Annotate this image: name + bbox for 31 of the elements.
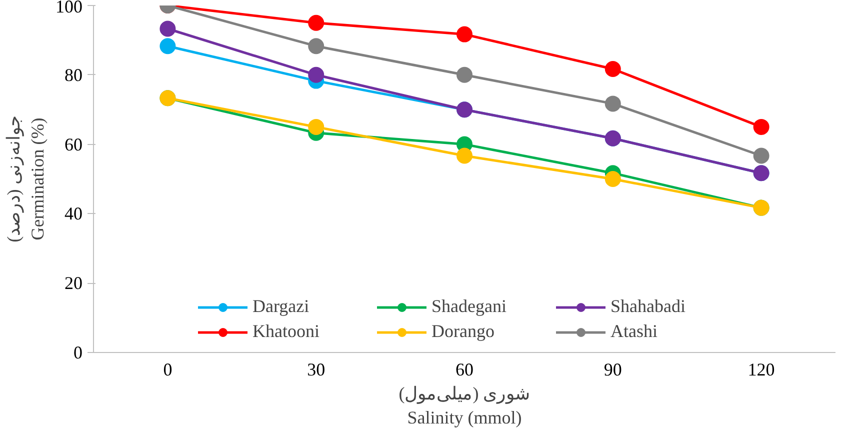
point	[308, 38, 324, 54]
point	[753, 118, 770, 135]
y-tick-label: 40	[64, 204, 82, 224]
point	[160, 38, 176, 54]
point	[604, 96, 621, 112]
x-tick-label: 90	[604, 360, 622, 380]
x-tick-label: 60	[456, 360, 474, 380]
legend-label: Shahabadi	[610, 296, 686, 317]
y-tick-label: 60	[64, 134, 82, 154]
legend-label: Khatooni	[252, 321, 320, 342]
legend-label: Dorango	[432, 321, 496, 342]
point	[604, 61, 621, 77]
point	[456, 26, 472, 42]
point	[160, 20, 176, 37]
y-tick-label: 20	[64, 273, 82, 294]
point	[604, 171, 621, 187]
y-tick-label: 80	[64, 64, 82, 85]
point	[308, 66, 324, 83]
point	[308, 118, 324, 135]
x-tick-label: 0	[163, 360, 172, 380]
point	[456, 148, 472, 164]
point	[456, 66, 472, 83]
y-tick-label: 0	[74, 342, 82, 362]
legend-label: Dargazi	[252, 296, 310, 317]
point	[308, 14, 324, 31]
x-tick-label: 120	[748, 360, 775, 380]
legend-label: Atashi	[610, 321, 658, 342]
x-tick-label: 30	[307, 360, 326, 380]
y-tick-label: 100	[56, 0, 82, 16]
legend-label: Shadegani	[432, 296, 508, 317]
point	[753, 148, 770, 164]
